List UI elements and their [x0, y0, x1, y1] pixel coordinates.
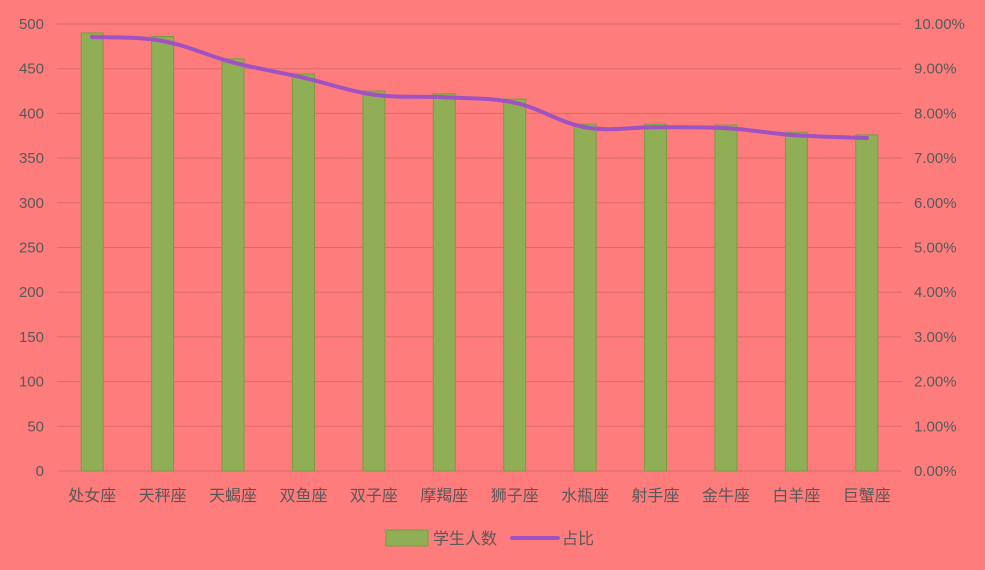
legend-bar-label: 学生人数: [433, 529, 497, 548]
bar: [503, 98, 527, 472]
category-label: 狮子座: [491, 486, 539, 505]
line-point: [794, 133, 799, 138]
line-point: [582, 125, 588, 130]
category-label: 巨蟹座: [843, 486, 891, 505]
bar: [432, 93, 456, 472]
right-tick-label: 8.00%: [914, 105, 957, 122]
right-tick-label: 6.00%: [914, 195, 957, 212]
left-axis-ticks: 0 50 100 150 200 250 300 350 400 450 500: [19, 16, 44, 480]
bar: [291, 73, 315, 472]
left-tick-label: 450: [19, 61, 44, 78]
category-label: 金牛座: [702, 486, 750, 505]
line-point: [512, 100, 517, 105]
category-label: 双鱼座: [279, 486, 327, 505]
bar: [80, 32, 104, 472]
bar: [151, 36, 175, 472]
category-label: 天蝎座: [209, 486, 257, 505]
right-tick-label: 10.00%: [914, 16, 965, 33]
right-tick-label: 3.00%: [914, 329, 957, 346]
category-label: 射手座: [632, 486, 680, 505]
line-point: [301, 75, 306, 80]
left-tick-label: 300: [19, 195, 44, 212]
category-label: 水瓶座: [561, 486, 609, 505]
category-label: 处女座: [68, 486, 116, 505]
line-point: [371, 92, 377, 97]
bar: [573, 123, 597, 472]
right-tick-label: 1.00%: [914, 418, 957, 435]
right-tick-label: 9.00%: [914, 61, 957, 78]
line-series: [90, 34, 869, 141]
bar: [221, 58, 245, 472]
left-tick-label: 400: [19, 105, 44, 122]
right-tick-label: 4.00%: [914, 284, 957, 301]
left-tick-label: 150: [19, 329, 44, 346]
right-tick-label: 5.00%: [914, 240, 957, 257]
bar: [644, 123, 668, 472]
right-tick-label: 2.00%: [914, 374, 957, 391]
legend-line-label: 占比: [562, 529, 594, 548]
gridlines: [57, 23, 902, 472]
bar-series: [80, 32, 879, 472]
legend: 学生人数 占比: [385, 529, 594, 548]
left-tick-label: 200: [19, 284, 44, 301]
bar: [855, 134, 879, 472]
left-tick-label: 100: [19, 374, 44, 391]
left-tick-label: 50: [27, 418, 44, 435]
line-point: [653, 125, 658, 130]
right-tick-label: 0.00%: [914, 463, 957, 480]
series-line: [90, 34, 869, 140]
left-tick-label: 250: [19, 240, 44, 257]
line-point: [442, 95, 447, 100]
category-label: 天秤座: [139, 486, 187, 505]
bar: [362, 90, 386, 472]
line-point: [723, 125, 729, 131]
category-axis: 处女座 天秤座 天蝎座 双鱼座 双子座 摩羯座 狮子座 水瓶座 射手座 金牛座 白羊座 巨蟹座: [68, 486, 891, 505]
line-point: [864, 135, 869, 141]
bar: [784, 131, 808, 472]
line-point: [90, 34, 95, 40]
legend-bar-swatch: [385, 529, 429, 547]
right-tick-label: 7.00%: [914, 150, 957, 167]
left-tick-label: 350: [19, 150, 44, 167]
category-label: 双子座: [350, 486, 398, 505]
left-tick-label: 500: [19, 16, 44, 33]
category-label: 摩羯座: [420, 486, 468, 505]
line-point: [160, 38, 165, 44]
line-point: [230, 60, 236, 65]
left-tick-label: 0: [36, 463, 44, 480]
bar: [714, 124, 738, 472]
category-label: 白羊座: [772, 486, 820, 505]
right-axis-ticks: 0.00% 1.00% 2.00% 3.00% 4.00% 5.00% 6.00% 7.00%…: [914, 16, 965, 480]
